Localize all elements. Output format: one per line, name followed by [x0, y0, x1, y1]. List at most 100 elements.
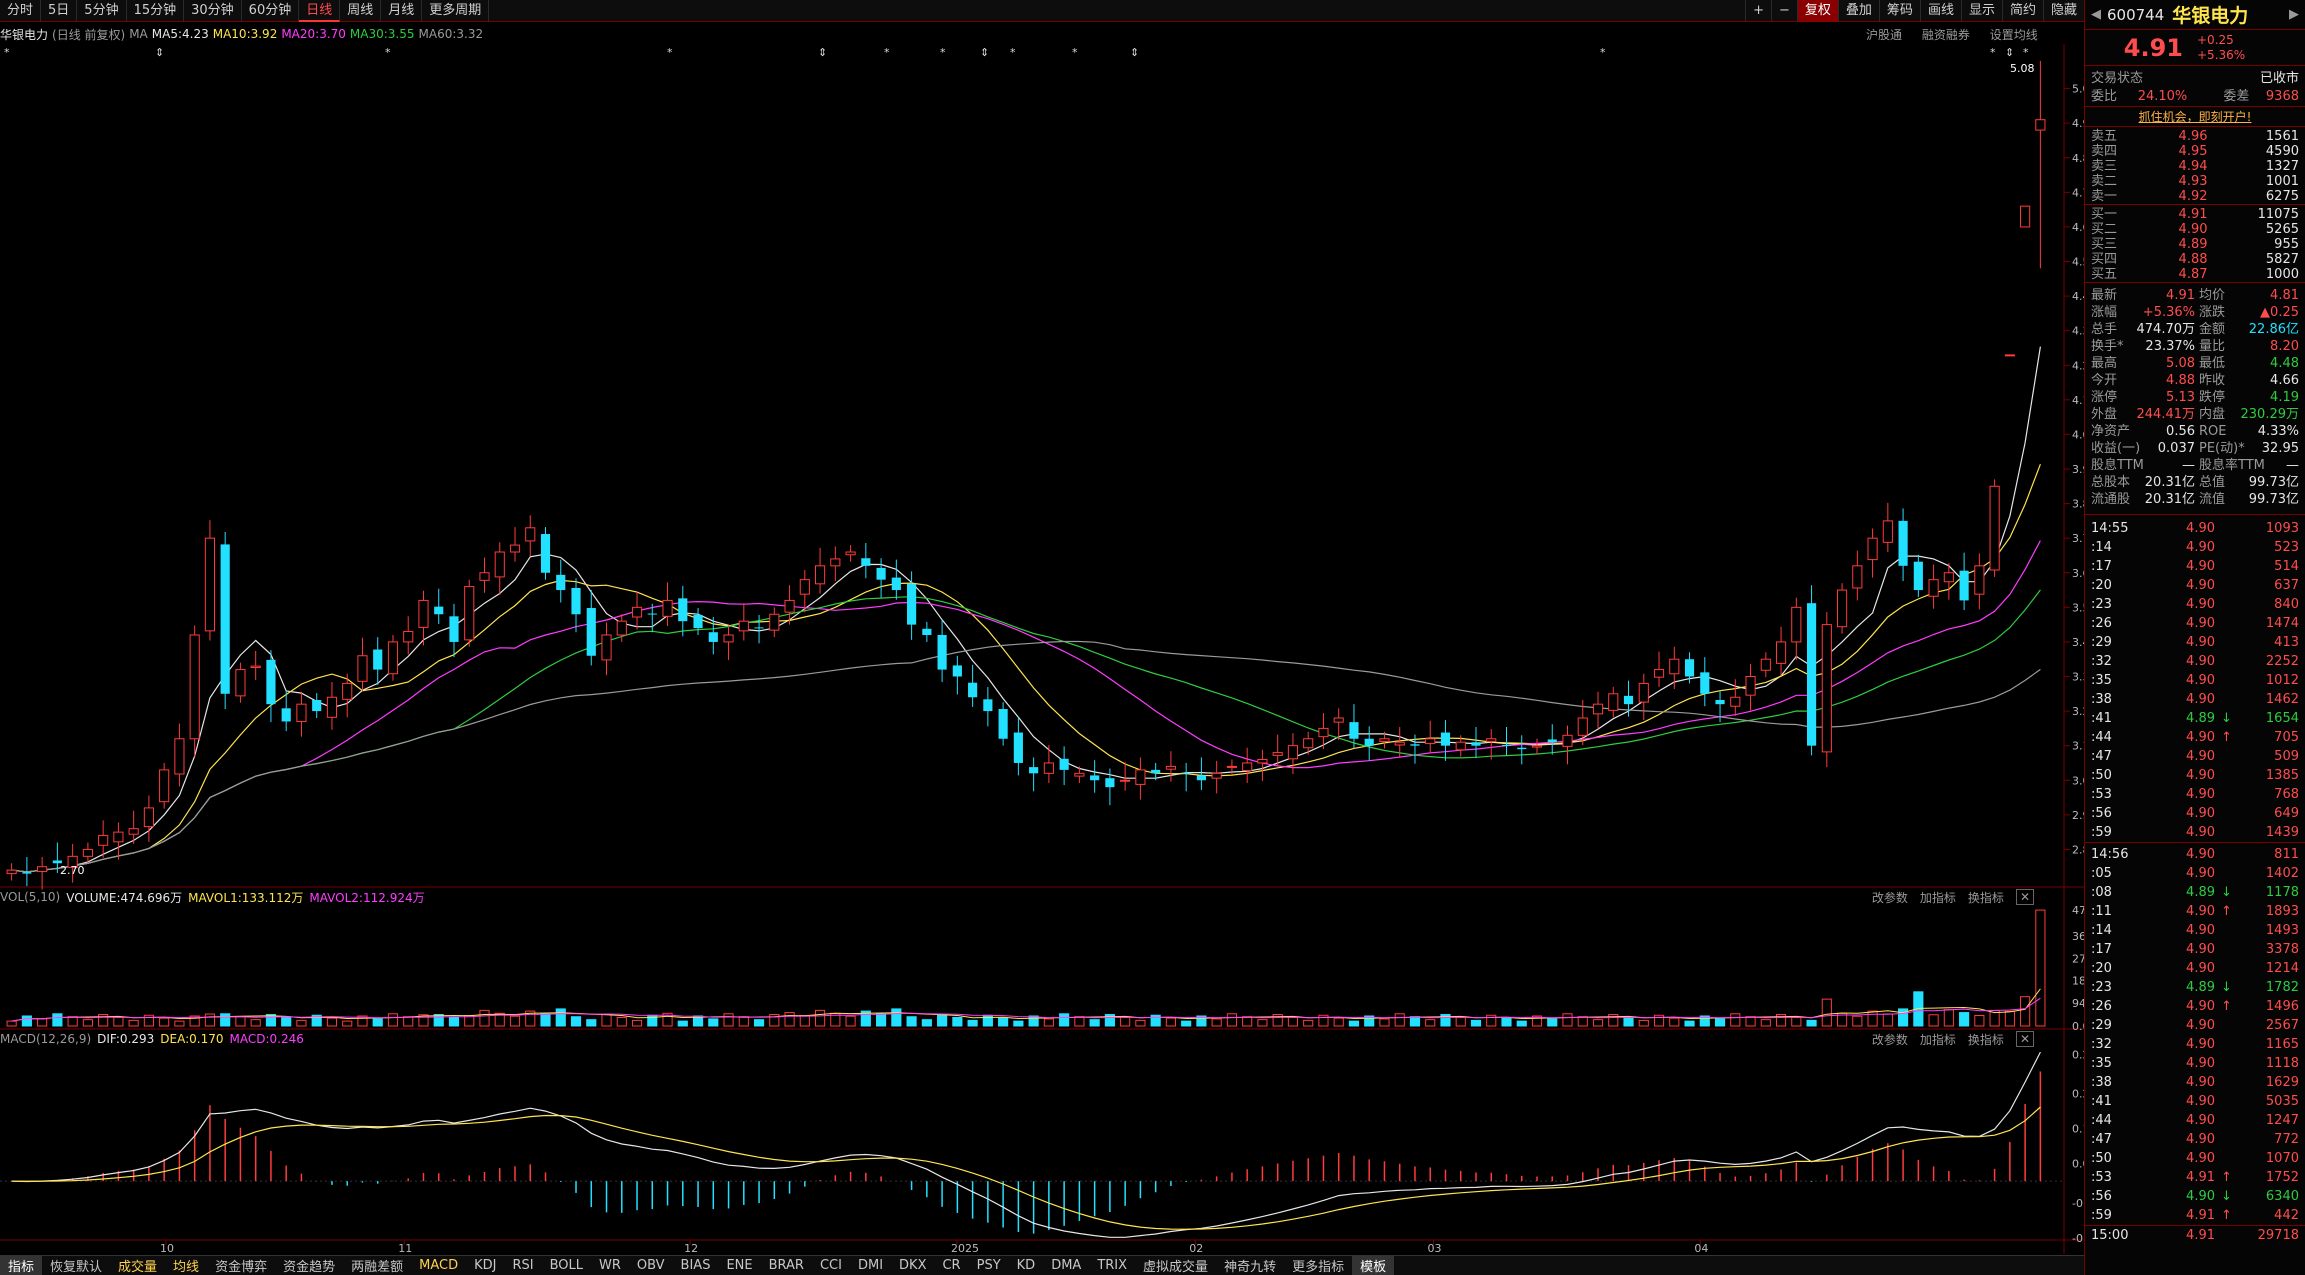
candle[interactable]	[357, 637, 368, 692]
tab-monthly[interactable]: 月线	[381, 0, 423, 22]
candle[interactable]	[494, 542, 505, 595]
candle[interactable]	[861, 543, 871, 579]
event-marker-icon[interactable]: *	[884, 46, 890, 59]
candle[interactable]	[952, 655, 962, 695]
candle[interactable]	[1745, 664, 1756, 711]
event-marker-icon[interactable]: *	[667, 46, 673, 59]
candle[interactable]	[509, 527, 521, 562]
link-hugutong[interactable]: 沪股通	[1866, 28, 1903, 42]
book-row[interactable]: 买三 4.89 955	[2085, 237, 2305, 252]
candle[interactable]	[159, 762, 170, 809]
draw-line-button[interactable]: 画线	[1919, 0, 1961, 22]
tab-60min[interactable]: 60分钟	[242, 0, 300, 22]
candle[interactable]	[174, 723, 185, 787]
candle[interactable]	[1562, 725, 1573, 765]
event-marker-icon[interactable]: *	[2023, 46, 2029, 59]
candle[interactable]	[235, 662, 246, 703]
candle[interactable]	[571, 578, 581, 633]
candle[interactable]	[373, 637, 383, 685]
candle[interactable]	[1364, 726, 1374, 761]
indicator-tab-16[interactable]: CCI	[819, 1258, 842, 1273]
candle[interactable]	[1608, 686, 1619, 718]
candle[interactable]	[1867, 528, 1878, 578]
candle[interactable]	[1074, 766, 1085, 784]
event-marker-icon[interactable]: *	[1600, 46, 1606, 59]
candle[interactable]	[907, 571, 917, 640]
candle[interactable]	[250, 650, 261, 680]
overlay-button[interactable]: 叠加	[1837, 0, 1879, 22]
candle[interactable]	[1623, 680, 1634, 717]
tab-5min[interactable]: 5分钟	[77, 0, 127, 22]
candle[interactable]	[1928, 564, 1939, 609]
candle[interactable]	[189, 625, 200, 757]
indicator-tab-13[interactable]: BIAS	[680, 1258, 711, 1273]
candle[interactable]	[1653, 651, 1665, 687]
indicator-tab-15[interactable]: BRAR	[768, 1258, 804, 1273]
candle[interactable]	[1090, 760, 1100, 793]
candle[interactable]	[693, 608, 703, 635]
vol-close-icon[interactable]: ✕	[2015, 889, 2034, 905]
candle[interactable]	[1287, 733, 1299, 775]
event-marker-icon[interactable]: ⇕	[818, 46, 827, 59]
candle[interactable]	[6, 863, 17, 881]
candle[interactable]	[296, 691, 307, 737]
macd-add-indicator[interactable]: 加指标	[1919, 1032, 1956, 1047]
candle[interactable]	[128, 810, 139, 844]
candle[interactable]	[784, 585, 795, 625]
ma-label[interactable]: MA	[129, 27, 148, 41]
candle[interactable]	[738, 603, 749, 641]
candle[interactable]	[922, 621, 932, 642]
candle[interactable]	[1791, 597, 1802, 660]
indicator-tab-24[interactable]: 虚拟成交量	[1143, 1260, 1209, 1275]
indicator-tab-8[interactable]: KDJ	[474, 1258, 497, 1273]
prev-stock-icon[interactable]: ◀	[2091, 7, 2101, 22]
candle[interactable]	[1105, 768, 1115, 806]
candle[interactable]	[769, 607, 780, 638]
indicator-tab-22[interactable]: DMA	[1051, 1258, 1082, 1273]
candle[interactable]	[52, 842, 62, 873]
open-account-promo[interactable]: 抓住机会，即刻开户!	[2085, 106, 2305, 126]
indicator-tab-23[interactable]: TRIX	[1097, 1258, 1128, 1273]
candle[interactable]	[1471, 726, 1481, 759]
candle[interactable]	[631, 592, 643, 630]
indicator-tab-5[interactable]: 资金趋势	[283, 1260, 336, 1275]
candle[interactable]	[1836, 583, 1848, 634]
candle[interactable]	[113, 822, 124, 860]
candle[interactable]	[37, 857, 48, 890]
indicator-tab-2[interactable]: 成交量	[118, 1260, 158, 1275]
indicator-tab-1[interactable]: 恢复默认	[50, 1260, 103, 1275]
candle[interactable]	[1760, 652, 1771, 678]
candle[interactable]	[1700, 657, 1710, 707]
candle[interactable]	[1394, 726, 1405, 758]
candle[interactable]	[1943, 563, 1954, 600]
candle[interactable]	[1226, 759, 1238, 775]
event-marker-icon[interactable]: *	[940, 46, 946, 59]
candle[interactable]	[479, 557, 490, 593]
vol-change-params[interactable]: 改参数	[1871, 890, 1908, 905]
candle[interactable]	[1486, 729, 1497, 760]
indicator-tab-7[interactable]: MACD	[419, 1258, 459, 1273]
candle[interactable]	[662, 582, 673, 627]
candle[interactable]	[342, 673, 353, 718]
candle[interactable]	[845, 545, 856, 562]
tab-5day[interactable]: 5日	[41, 0, 78, 22]
book-row[interactable]: 卖四 4.95 4590	[2085, 144, 2305, 159]
candle[interactable]	[1318, 713, 1329, 750]
candle[interactable]	[1806, 585, 1817, 756]
candle[interactable]	[1425, 720, 1436, 754]
candle[interactable]	[387, 635, 399, 681]
candle[interactable]	[1349, 704, 1359, 749]
candle[interactable]	[1181, 762, 1191, 792]
candle[interactable]	[1882, 502, 1893, 552]
candle[interactable]	[1211, 760, 1222, 794]
candle[interactable]	[98, 820, 109, 858]
candle[interactable]	[1120, 762, 1131, 791]
indicator-tab-17[interactable]: DMI	[857, 1258, 884, 1273]
indicator-tab-20[interactable]: PSY	[976, 1258, 1001, 1273]
candle[interactable]	[891, 559, 901, 600]
indicator-tab-14[interactable]: ENE	[726, 1258, 753, 1273]
candle[interactable]	[1974, 553, 1985, 610]
candle[interactable]	[983, 686, 993, 727]
tab-daily[interactable]: 日线	[299, 0, 341, 22]
candle[interactable]	[266, 650, 276, 723]
